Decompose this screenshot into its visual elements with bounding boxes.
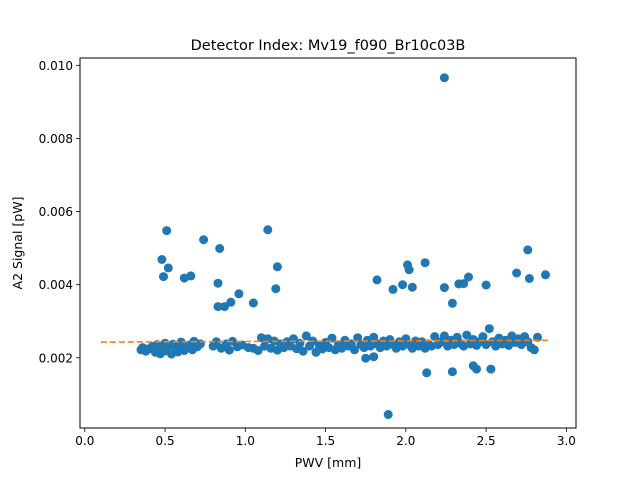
data-point <box>472 364 481 374</box>
data-point <box>179 273 189 283</box>
data-point <box>462 330 472 340</box>
data-point <box>459 279 469 289</box>
data-point <box>301 331 311 341</box>
data-point <box>439 283 449 293</box>
data-point <box>372 275 382 285</box>
data-point <box>263 225 273 235</box>
data-point <box>369 352 379 362</box>
data-points <box>136 73 550 419</box>
y-tick-label: 0.006 <box>39 205 73 219</box>
x-tick-label: 2.5 <box>477 434 496 448</box>
x-tick-label: 0.0 <box>75 434 94 448</box>
data-point <box>398 280 408 290</box>
data-point <box>407 282 417 292</box>
data-point <box>420 258 430 268</box>
data-point <box>220 302 229 312</box>
data-point <box>327 333 337 343</box>
data-point <box>272 262 282 272</box>
data-point <box>464 272 473 282</box>
x-tick-label: 2.0 <box>396 434 415 448</box>
x-tick-label: 1.5 <box>316 434 335 448</box>
data-point <box>226 297 236 307</box>
data-point <box>430 332 440 342</box>
data-point <box>524 274 534 283</box>
data-point <box>215 244 225 253</box>
data-point <box>213 302 223 312</box>
data-point <box>439 73 449 83</box>
data-point <box>447 298 457 308</box>
y-axis-label: A2 Signal [pW] <box>10 197 25 290</box>
data-point <box>253 346 263 355</box>
y-tick-label: 0.008 <box>39 132 73 146</box>
data-point <box>159 272 168 282</box>
data-point <box>361 353 371 363</box>
y-tick-label: 0.002 <box>39 351 73 365</box>
data-point <box>529 345 539 355</box>
data-point <box>162 226 172 236</box>
fit-line-layer <box>100 339 551 343</box>
data-point <box>157 255 167 264</box>
y-axis-ticks: 0.002 0.004 0.006 0.008 0.010 <box>39 59 80 365</box>
data-point <box>350 345 359 355</box>
x-axis-ticks: 0.0 0.5 1.0 1.5 2.0 2.5 3.0 <box>75 428 576 448</box>
plot-frame <box>79 57 577 429</box>
data-point <box>404 265 414 275</box>
data-point <box>211 337 221 347</box>
data-point <box>248 298 258 308</box>
data-point <box>271 284 281 294</box>
y-tick-label: 0.010 <box>39 59 73 73</box>
data-point <box>486 364 496 374</box>
chart-title: Detector Index: Mv19_f090_Br10c03B <box>191 38 466 54</box>
x-tick-label: 3.0 <box>557 434 576 448</box>
data-point <box>481 280 491 290</box>
data-point <box>353 333 363 343</box>
data-point <box>422 368 432 378</box>
x-tick-label: 0.5 <box>156 434 175 448</box>
data-point <box>199 235 209 245</box>
y-tick-label: 0.004 <box>39 278 73 292</box>
data-point <box>541 270 550 280</box>
data-point <box>523 245 533 255</box>
x-axis-label: PWV [mm] <box>295 455 362 470</box>
data-point <box>298 346 308 356</box>
data-point <box>234 289 244 299</box>
data-point <box>478 332 488 342</box>
data-point <box>439 331 449 341</box>
data-point <box>447 367 457 377</box>
data-point <box>484 324 494 334</box>
data-point <box>295 338 305 348</box>
data-point <box>383 410 393 419</box>
data-point <box>224 345 234 355</box>
x-tick-label: 1.0 <box>236 434 255 448</box>
data-point <box>163 263 173 273</box>
data-point <box>388 284 398 294</box>
data-point <box>195 339 205 349</box>
data-point <box>512 268 522 278</box>
fit-line <box>100 339 551 343</box>
data-point <box>213 278 223 288</box>
